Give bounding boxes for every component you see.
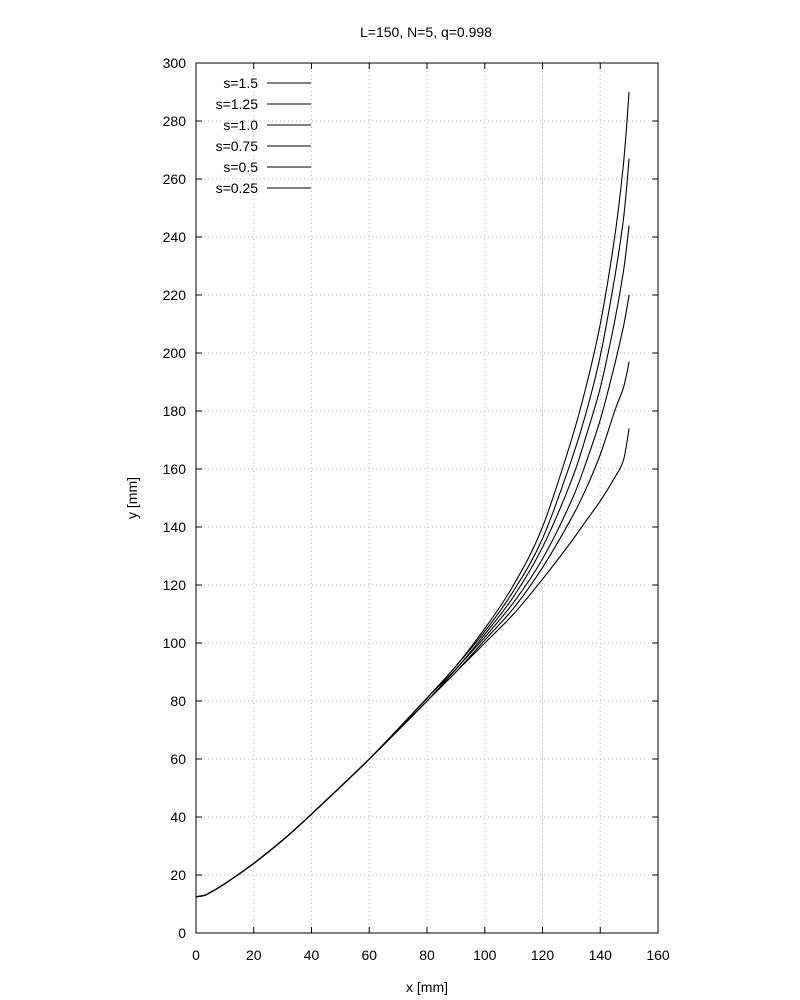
y-tick-label: 280 — [163, 113, 187, 129]
y-tick-label: 80 — [170, 693, 186, 709]
chart-title: L=150, N=5, q=0.998 — [360, 24, 492, 40]
series-line-s=1.25 — [195, 158, 630, 898]
y-tick-label: 180 — [163, 403, 187, 419]
x-tick-label: 0 — [192, 947, 200, 963]
x-tick-label: 120 — [531, 947, 555, 963]
x-tick-label: 60 — [361, 947, 377, 963]
y-tick-label: 100 — [163, 635, 187, 651]
y-tick-label: 200 — [163, 345, 187, 361]
x-tick-label: 20 — [246, 947, 262, 963]
x-tick-label: 40 — [304, 947, 320, 963]
x-tick-label: 160 — [646, 947, 670, 963]
series-line-s=1.5 — [195, 91, 630, 898]
y-tick-label: 300 — [163, 55, 187, 71]
series-line-s=0.75 — [195, 294, 630, 898]
y-tick-label: 40 — [170, 809, 186, 825]
grid — [196, 63, 658, 933]
y-tick-label: 0 — [178, 925, 186, 941]
y-tick-label: 160 — [163, 461, 187, 477]
y-tick-label: 240 — [163, 229, 187, 245]
series-group — [195, 91, 630, 898]
legend-label: s=1.5 — [223, 75, 258, 91]
x-axis-label: x [mm] — [406, 979, 448, 995]
legend: s=1.5 s=1.25 s=1.0 s=0.75 s=0.5 s=0.25 — [216, 75, 311, 196]
y-tick-label: 20 — [170, 867, 186, 883]
x-tick-label: 80 — [419, 947, 435, 963]
legend-label: s=1.25 — [216, 96, 259, 112]
legend-label: s=1.0 — [223, 117, 258, 133]
legend-label: s=0.25 — [216, 180, 259, 196]
y-axis-label: y [mm] — [124, 477, 140, 519]
series-line-s=1.0 — [195, 225, 630, 898]
x-tick-label: 100 — [473, 947, 497, 963]
y-tick-label: 120 — [163, 577, 187, 593]
legend-label: s=0.5 — [223, 159, 258, 175]
axis-ticks: 0 20 40 60 80 100 120 140 160 0 20 40 60 80 100 120 140 1… — [163, 55, 670, 963]
y-tick-label: 220 — [163, 287, 187, 303]
plot-frame — [195, 62, 659, 934]
y-tick-label: 60 — [170, 751, 186, 767]
y-tick-label: 260 — [163, 171, 187, 187]
series-line-s=0.25 — [195, 428, 630, 898]
legend-label: s=0.75 — [216, 138, 259, 154]
x-tick-label: 140 — [589, 947, 613, 963]
y-tick-label: 140 — [163, 519, 187, 535]
